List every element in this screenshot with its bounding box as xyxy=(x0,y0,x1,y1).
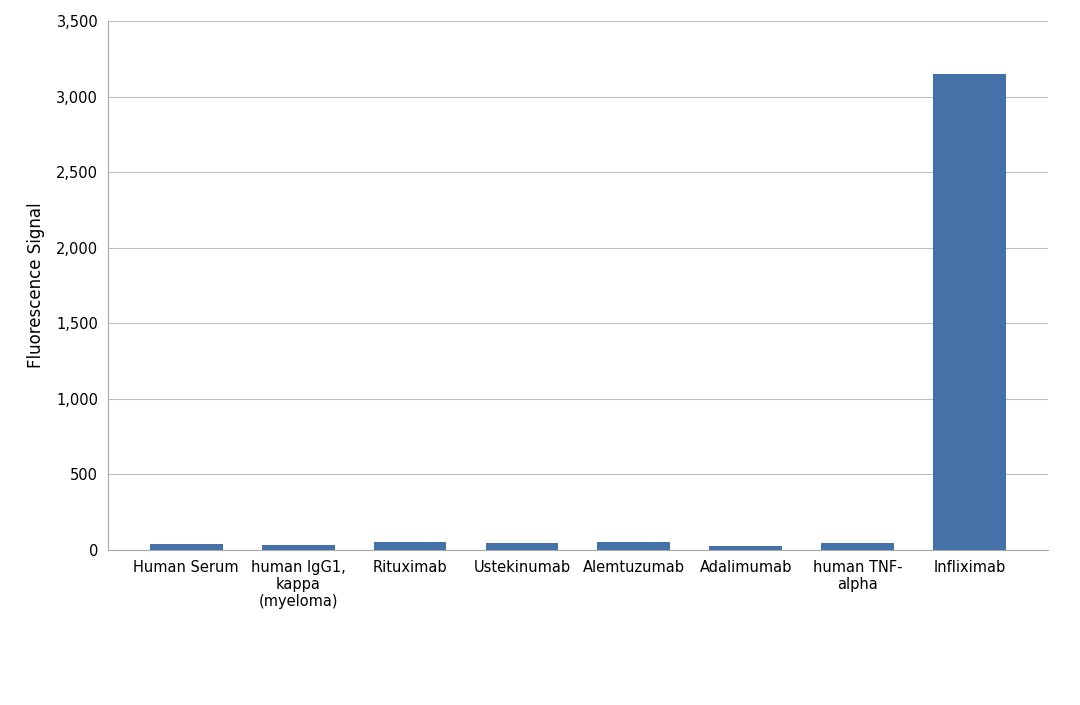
Bar xyxy=(710,546,782,550)
Bar xyxy=(821,544,894,550)
Bar xyxy=(261,545,335,550)
Bar xyxy=(597,542,670,550)
Bar xyxy=(933,74,1005,550)
Bar xyxy=(374,542,446,550)
Bar xyxy=(150,544,222,550)
Y-axis label: Fluorescence Signal: Fluorescence Signal xyxy=(27,203,45,368)
Bar xyxy=(486,543,558,550)
